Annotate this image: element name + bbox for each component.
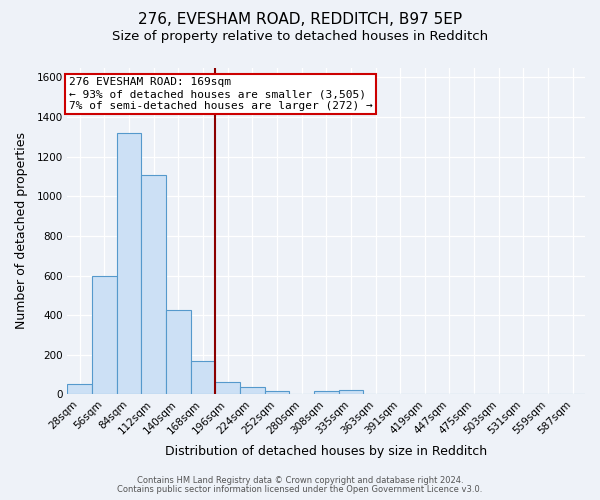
Bar — [166, 310, 191, 394]
Text: Size of property relative to detached houses in Redditch: Size of property relative to detached ho… — [112, 30, 488, 43]
Bar — [215, 382, 240, 394]
Bar — [142, 174, 166, 394]
Bar — [265, 392, 289, 394]
Bar — [314, 392, 338, 394]
Text: Contains public sector information licensed under the Open Government Licence v3: Contains public sector information licen… — [118, 485, 482, 494]
Text: 276, EVESHAM ROAD, REDDITCH, B97 5EP: 276, EVESHAM ROAD, REDDITCH, B97 5EP — [138, 12, 462, 28]
Bar — [117, 133, 142, 394]
X-axis label: Distribution of detached houses by size in Redditch: Distribution of detached houses by size … — [165, 444, 487, 458]
Bar — [67, 384, 92, 394]
Bar — [92, 276, 117, 394]
Bar — [338, 390, 363, 394]
Bar — [240, 386, 265, 394]
Bar — [191, 361, 215, 394]
Y-axis label: Number of detached properties: Number of detached properties — [15, 132, 28, 330]
Text: 276 EVESHAM ROAD: 169sqm
← 93% of detached houses are smaller (3,505)
7% of semi: 276 EVESHAM ROAD: 169sqm ← 93% of detach… — [68, 78, 373, 110]
Text: Contains HM Land Registry data © Crown copyright and database right 2024.: Contains HM Land Registry data © Crown c… — [137, 476, 463, 485]
